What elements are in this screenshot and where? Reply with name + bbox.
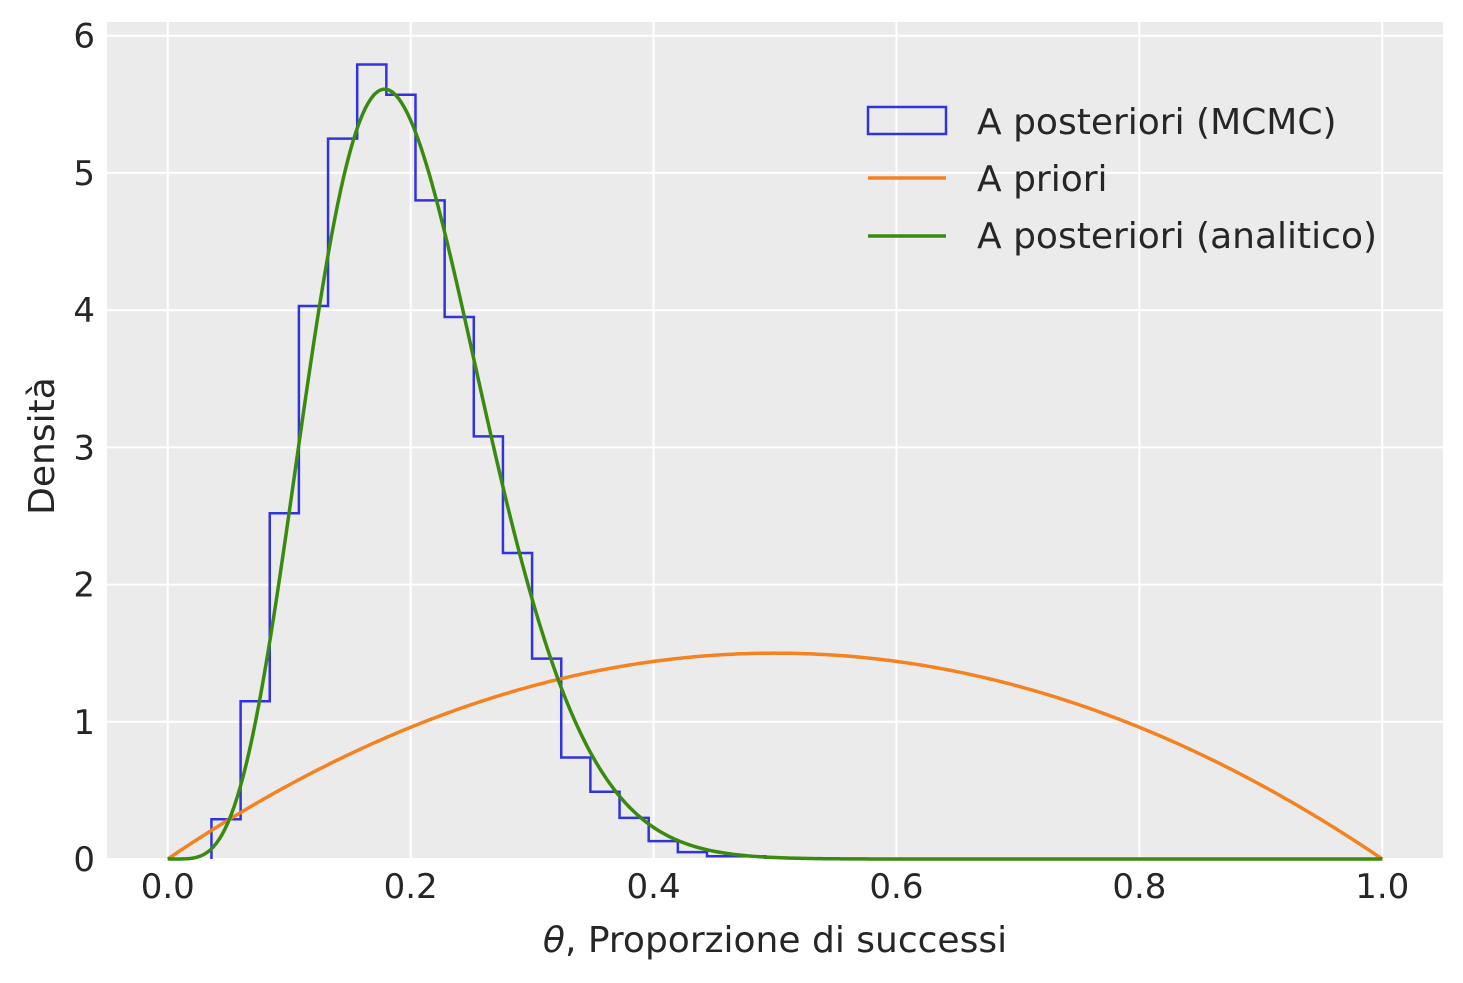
y-tick-label: 2: [73, 566, 95, 606]
legend-swatch-mcmc: [866, 105, 948, 136]
x-tick-label: 0.8: [1112, 867, 1166, 907]
posterior-analytic-curve: [167, 87, 1383, 861]
x-tick-labels: 0.0 0.2 0.4 0.6 0.8 1.0: [141, 867, 1410, 907]
y-tick-label: 4: [73, 291, 95, 331]
y-tick-label: 5: [73, 154, 95, 194]
legend: A posteriori (MCMC) A priori A posterior…: [866, 102, 1377, 257]
series-layer: [166, 63, 1384, 861]
x-axis-label-text: , Proporzione di successi: [565, 920, 1007, 961]
x-gridlines: [166, 22, 1384, 859]
y-tick-label: 3: [73, 428, 95, 468]
y-gridlines: [107, 34, 1443, 860]
x-axis-label: θ, Proporzione di successi: [543, 920, 1007, 961]
x-tick-label: 0.6: [869, 867, 923, 907]
y-tick-label: 0: [73, 840, 95, 880]
x-tick-label: 1.0: [1355, 867, 1409, 907]
y-tick-labels: 0 1 2 3 4 5 6: [73, 17, 95, 880]
legend-label-prior: A priori: [977, 159, 1108, 200]
y-tick-label: 1: [73, 703, 95, 743]
prior-curve: [166, 651, 1384, 861]
plot-background: [107, 22, 1443, 859]
x-tick-label: 0.4: [627, 867, 681, 907]
x-axis-symbol: θ: [543, 920, 565, 961]
legend-label-analytic: A posteriori (analitico): [977, 216, 1377, 257]
y-tick-label: 6: [73, 17, 95, 57]
x-tick-label: 0.2: [384, 867, 438, 907]
x-tick-label: 0.0: [141, 867, 195, 907]
legend-label-mcmc: A posteriori (MCMC): [977, 102, 1337, 143]
y-axis-label: Densità: [22, 377, 63, 515]
